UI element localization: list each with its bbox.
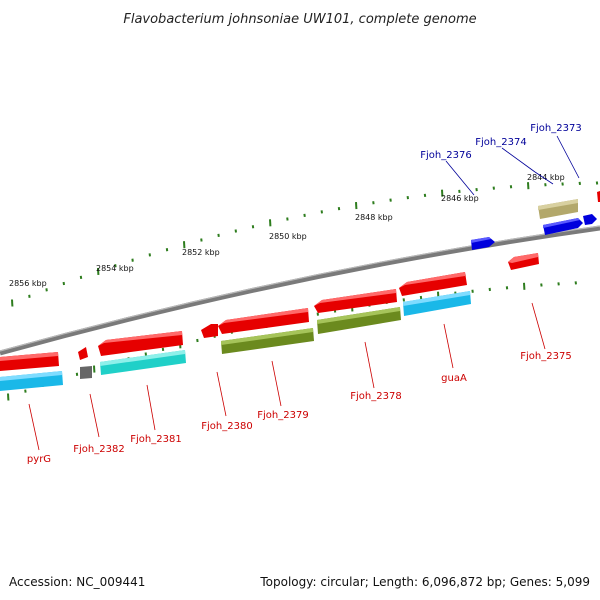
gene-label-fjoh-2379[interactable]: Fjoh_2379: [257, 410, 308, 421]
feature-fjoh-2378-red[interactable]: [314, 289, 397, 313]
footer-accession: Accession: NC_009441: [9, 575, 145, 589]
feature-fjoh-2379-cds[interactable]: [221, 328, 314, 354]
ruler-label-2846: 2846 kbp: [441, 194, 479, 203]
feature-offscreen-red[interactable]: [597, 191, 600, 202]
ruler-label-2854: 2854 kbp: [96, 264, 134, 273]
feature-fjoh-2375[interactable]: [508, 253, 539, 270]
feature-pyrg[interactable]: [0, 352, 59, 371]
feature-fjoh-2373[interactable]: [543, 214, 597, 235]
feature-guaa-cds[interactable]: [403, 291, 471, 316]
feature-fjoh-2374[interactable]: [538, 199, 578, 219]
feature-fjoh-2376[interactable]: [471, 237, 495, 250]
gene-label-pyrg[interactable]: pyrG: [27, 454, 51, 465]
feature-fjoh-2378-cds[interactable]: [317, 307, 401, 334]
ruler-label-2852: 2852 kbp: [182, 248, 220, 257]
map-title: Flavobacterium johnsoniae UW101, complet…: [123, 12, 476, 27]
feature-fjoh-2379[interactable]: [218, 308, 309, 334]
feature-fjoh-2382-cds[interactable]: [80, 366, 92, 379]
feature-fjoh-2382[interactable]: [78, 347, 88, 360]
feature-guaa-red[interactable]: [399, 272, 467, 296]
gene-label-fjoh-2376[interactable]: Fjoh_2376: [420, 150, 471, 161]
ruler-label-2850: 2850 kbp: [269, 232, 307, 241]
ruler-label-2848: 2848 kbp: [355, 213, 393, 222]
gene-label-fjoh-2382[interactable]: Fjoh_2382: [73, 444, 124, 455]
feature-fjoh-2381-cds[interactable]: [100, 350, 186, 375]
genome-backbone: [0, 225, 600, 356]
gene-label-fjoh-2375[interactable]: Fjoh_2375: [520, 351, 571, 362]
ruler-label-2844: 2844 kbp: [527, 173, 565, 182]
gene-label-fjoh-2380[interactable]: Fjoh_2380: [201, 421, 252, 432]
gene-label-fjoh-2374[interactable]: Fjoh_2374: [475, 137, 526, 148]
genome-backbone-highlight: [0, 225, 600, 352]
gene-label-fjoh-2373[interactable]: Fjoh_2373: [530, 123, 581, 134]
ruler-track: [11, 181, 599, 307]
gene-label-fjoh-2381[interactable]: Fjoh_2381: [130, 434, 181, 445]
leader-lines-bottom: [28, 302, 546, 451]
footer-summary: Topology: circular; Length: 6,096,872 bp…: [259, 575, 590, 589]
leader-lines-top: [445, 135, 580, 196]
gene-label-fjoh-2378[interactable]: Fjoh_2378: [350, 391, 401, 402]
feature-fjoh-2380[interactable]: [201, 324, 218, 338]
gene-label-guaa[interactable]: guaA: [441, 373, 467, 384]
feature-pyrg-cds[interactable]: [0, 371, 63, 391]
feature-fjoh-2381[interactable]: [98, 331, 183, 356]
ruler-label-2856: 2856 kbp: [9, 279, 47, 288]
